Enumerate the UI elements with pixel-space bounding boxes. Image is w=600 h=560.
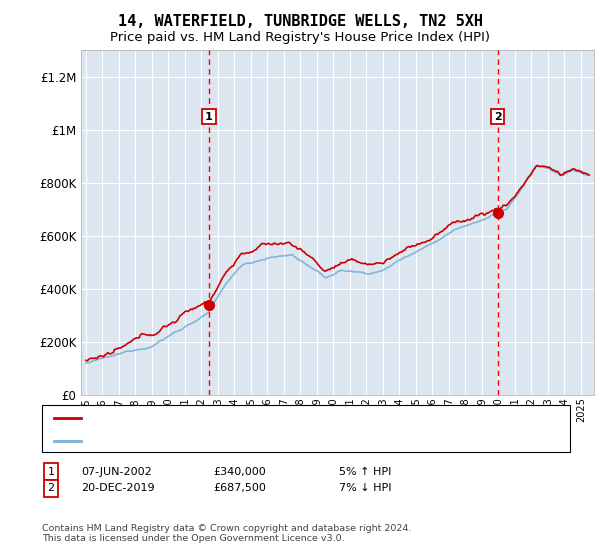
- Text: 5% ↑ HPI: 5% ↑ HPI: [339, 466, 391, 477]
- Text: Contains HM Land Registry data © Crown copyright and database right 2024.
This d: Contains HM Land Registry data © Crown c…: [42, 524, 412, 543]
- Text: Price paid vs. HM Land Registry's House Price Index (HPI): Price paid vs. HM Land Registry's House …: [110, 31, 490, 44]
- Text: £340,000: £340,000: [213, 466, 266, 477]
- Text: 2: 2: [494, 111, 502, 122]
- Text: 1: 1: [47, 466, 55, 477]
- Text: 07-JUN-2002: 07-JUN-2002: [81, 466, 152, 477]
- Text: 7% ↓ HPI: 7% ↓ HPI: [339, 483, 391, 493]
- Text: 20-DEC-2019: 20-DEC-2019: [81, 483, 155, 493]
- Text: 2: 2: [47, 483, 55, 493]
- Text: HPI: Average price, detached house, Tunbridge Wells: HPI: Average price, detached house, Tunb…: [87, 436, 376, 446]
- Text: 14, WATERFIELD, TUNBRIDGE WELLS, TN2 5XH (detached house): 14, WATERFIELD, TUNBRIDGE WELLS, TN2 5XH…: [87, 413, 443, 423]
- Text: £687,500: £687,500: [213, 483, 266, 493]
- Text: 1: 1: [205, 111, 213, 122]
- Text: 14, WATERFIELD, TUNBRIDGE WELLS, TN2 5XH: 14, WATERFIELD, TUNBRIDGE WELLS, TN2 5XH: [118, 14, 482, 29]
